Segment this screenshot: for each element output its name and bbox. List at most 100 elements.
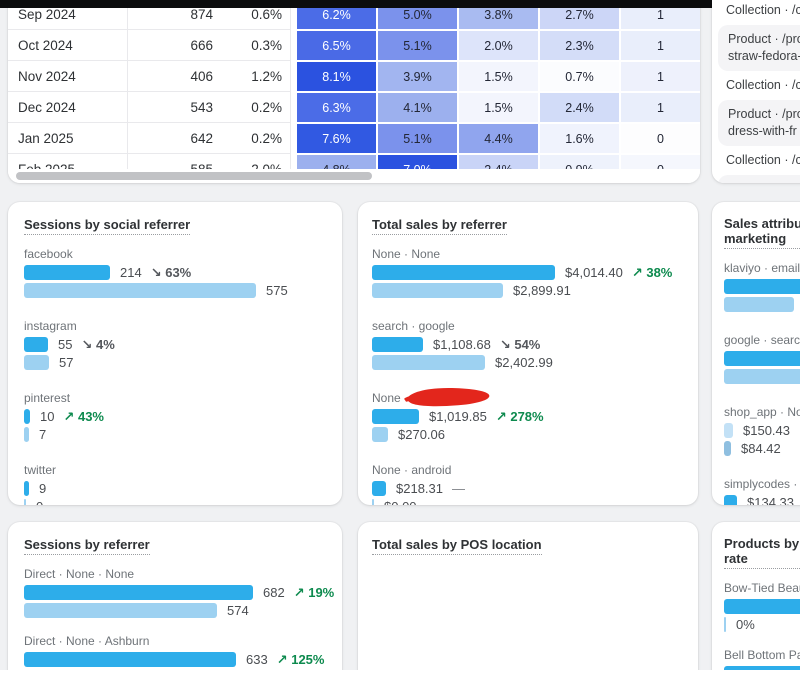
bar-value: 214 <box>120 265 142 280</box>
bar-value: 55 <box>58 337 73 352</box>
bar-value: $1,019.85 <box>429 409 487 424</box>
bar-group: twitter 9 0 <box>24 463 326 505</box>
heatmap-cell: 1.5% <box>459 62 538 91</box>
current-period-bar <box>372 481 386 496</box>
previous-period-bar <box>24 499 26 505</box>
current-period-bar <box>24 409 30 424</box>
bar-value: $1,108.68 <box>433 337 491 352</box>
bar-value: 633 <box>246 652 268 667</box>
card-title[interactable]: Sessions by referrer <box>24 537 150 555</box>
bar-group: google · search <box>724 333 800 384</box>
bar-group-label: instagram <box>24 319 77 333</box>
previous-period-bar <box>24 603 217 618</box>
bar-group: None $1,019.85 ↗ 278% $270.06 <box>372 388 684 442</box>
cohort-sessions: 874 <box>190 6 213 22</box>
heatmap-cell: 2.0% <box>459 31 538 60</box>
bar-value: $150.43 <box>743 423 790 438</box>
bar-group-label: None · None <box>372 247 441 261</box>
bar-value: 574 <box>227 603 249 618</box>
bar-group-list: Bow-Tied Beauty 0% Bell Bottom Pant <box>724 581 800 670</box>
previous-period-bar <box>24 355 49 370</box>
bar-group-label: Bell Bottom Pant <box>724 648 800 662</box>
bar-group: Direct · None · None 682 ↗ 19% 574 <box>24 567 334 618</box>
current-period-bar <box>24 652 236 667</box>
heatmap-cell: 1 <box>621 93 700 122</box>
bar-group: None · None $4,014.40 ↗ 38% $2,899.91 <box>372 247 684 298</box>
previous-period-bar <box>372 427 388 442</box>
delta-badge: — <box>452 481 465 496</box>
bar-value: $270.06 <box>398 427 445 442</box>
bar-group: Bell Bottom Pant <box>724 648 800 670</box>
bar-value: 10 <box>40 409 55 424</box>
current-period-bar <box>24 337 48 352</box>
heatmap-cell: 0.7% <box>540 62 619 91</box>
heatmap-cell: 4.4% <box>459 124 538 153</box>
top-page-product-item: Product · /pro dress-with-fr <box>718 100 800 146</box>
cohort-sessions: 642 <box>190 130 213 146</box>
sales-attributed-to-marketing-card: Sales attributed to marketing klaviyo · … <box>712 202 800 505</box>
bar-group-list: klaviyo · email$ google · search shop_app … <box>724 261 800 505</box>
heatmap-cell: 7.6% <box>297 124 376 153</box>
cohort-month: Oct 2024 <box>8 30 128 60</box>
delta-badge: ↘ 54% <box>499 336 541 352</box>
bar-group: Bow-Tied Beauty 0% <box>724 581 800 632</box>
heatmap-cell: 5.1% <box>378 124 457 153</box>
heatmap-cell: 4.1% <box>378 93 457 122</box>
delta-badge: ↗ 19% <box>293 584 335 600</box>
scrollbar-thumb[interactable] <box>16 172 372 180</box>
bar-group-label: facebook <box>24 247 73 261</box>
current-period-bar <box>372 337 423 352</box>
current-period-bar <box>724 495 737 505</box>
previous-period-bar <box>724 297 794 312</box>
bar-group: shop_app · None$150.43↗$84.42 <box>724 405 800 456</box>
delta-badge: ↗ 125% <box>276 651 325 667</box>
heatmap-cell: 5.1% <box>378 31 457 60</box>
current-period-bar <box>372 265 555 280</box>
heatmap-cell: 6.5% <box>297 31 376 60</box>
card-title[interactable]: Sessions by social referrer <box>24 217 191 235</box>
sessions-by-referrer-card: Sessions by referrer Direct · None · Non… <box>8 522 342 670</box>
bar-group: pinterest 10 ↗ 43% 7 <box>24 391 326 442</box>
card-title[interactable]: Total sales by POS location <box>372 537 542 555</box>
cohort-table: Sep 2024 874 0.6% 6.2% 5.0% 3.8% 2.7% 1 Oct 2024… <box>8 0 700 183</box>
current-period-bar <box>724 666 800 670</box>
delta-badge: ↗ 43% <box>63 408 104 424</box>
horizontal-scrollbar[interactable] <box>8 169 700 183</box>
bar-value: 0% <box>736 617 755 632</box>
delta-badge: ↗ 278% <box>495 408 544 424</box>
bar-group-label: search · google <box>372 319 455 333</box>
previous-period-bar <box>372 283 503 298</box>
bar-value: $134.33 <box>747 495 794 505</box>
cohort-rate: 0.3% <box>251 37 282 53</box>
bar-value: 57 <box>59 355 74 370</box>
previous-period-bar <box>372 355 485 370</box>
current-period-bar <box>724 599 800 614</box>
card-title[interactable]: Total sales by referrer <box>372 217 507 235</box>
bar-group-label: klaviyo · email <box>724 261 800 275</box>
cohort-month: Dec 2024 <box>8 92 128 122</box>
cohort-sessions: 543 <box>190 99 213 115</box>
previous-period-bar <box>724 369 800 384</box>
bar-group: simplycodes · None$134.33—$0.00 <box>724 477 800 505</box>
current-period-bar <box>372 409 419 424</box>
cohort-row: Jan 2025 642 0.2% 7.6% 5.1% 4.4% 1.6% 0 <box>8 123 700 154</box>
bar-group: None · android $218.31 — $0.00 <box>372 463 684 505</box>
cohort-row: Oct 2024 666 0.3% 6.5% 5.1% 2.0% 2.3% 1 <box>8 30 700 61</box>
bar-group: search · google $1,108.68 ↘ 54% $2,402.99 <box>372 319 684 370</box>
bar-group-label: Direct · None · None <box>24 567 135 581</box>
top-page-collection-item: Collection · /c <box>726 78 800 92</box>
current-period-bar <box>24 481 29 496</box>
bar-group-label: simplycodes · None <box>724 477 800 491</box>
top-page-product-item: Product · /pro <box>718 175 800 183</box>
previous-period-bar <box>724 617 726 632</box>
current-period-bar <box>724 423 733 438</box>
bar-group-label: None · android <box>372 463 452 477</box>
bar-group-list: None · None $4,014.40 ↗ 38% $2,899.91 search… <box>372 247 684 505</box>
cohort-row: Dec 2024 543 0.2% 6.3% 4.1% 1.5% 2.4% 1 <box>8 92 700 123</box>
card-title[interactable]: Products by sell-through rate <box>724 536 800 569</box>
products-by-sell-through-card: Products by sell-through rate Bow-Tied B… <box>712 522 800 670</box>
card-title[interactable]: Sales attributed to marketing <box>724 216 800 249</box>
cohort-month: Sep 2024 <box>8 0 128 29</box>
top-page-collection-item: Collection · /c <box>726 153 800 167</box>
current-period-bar <box>24 585 253 600</box>
